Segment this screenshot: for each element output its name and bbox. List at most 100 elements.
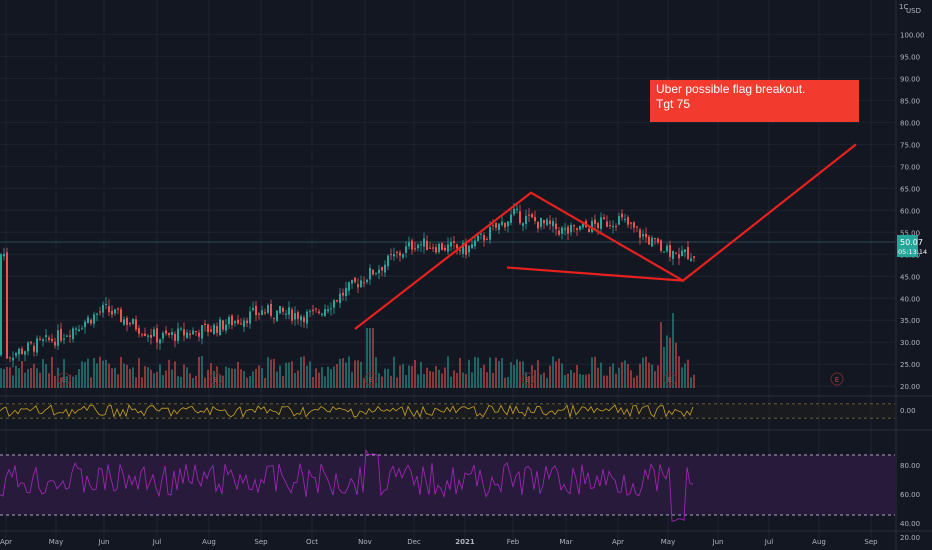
candle-body xyxy=(489,227,491,240)
candle-body xyxy=(678,254,680,259)
time-axis[interactable]: Apr May Jun Jul Aug Sep Oct Nov Dec 2021 Feb Mar Apr… xyxy=(0,538,878,546)
volume-bar xyxy=(231,368,233,388)
candle-body xyxy=(642,234,644,237)
volume-bar xyxy=(549,365,551,388)
candle-body xyxy=(675,252,677,254)
volume-bar xyxy=(219,374,221,388)
candle-body xyxy=(33,345,35,352)
volume-bar xyxy=(663,346,665,388)
candle-body xyxy=(567,226,569,234)
candle-body xyxy=(486,239,488,241)
volume-bar xyxy=(237,361,239,388)
volume-bar xyxy=(78,369,80,388)
price-tick-label: 35.00 xyxy=(900,317,920,325)
volume-bar xyxy=(105,359,107,388)
time-tick-label: Mar xyxy=(559,538,572,546)
time-tick-label: Apr xyxy=(0,538,12,546)
volume-bar xyxy=(207,369,209,388)
volume-bar xyxy=(273,358,275,388)
candle-body xyxy=(555,223,557,230)
candle-body xyxy=(216,326,218,333)
volume-bar xyxy=(372,328,374,388)
volume-bar xyxy=(294,372,296,388)
time-tick-label: Jul xyxy=(152,538,162,546)
volume-bar xyxy=(513,364,515,388)
volume-bar xyxy=(216,366,218,388)
price-tick-label: 70.00 xyxy=(900,163,920,171)
volume-bar xyxy=(675,342,677,388)
volume-bar xyxy=(405,375,407,388)
price-tick-label: 60.00 xyxy=(900,207,920,215)
volume-bar xyxy=(624,360,626,388)
candle-body xyxy=(132,318,134,324)
price-tick-label: 55.00 xyxy=(900,229,920,237)
candle-body xyxy=(432,247,434,249)
time-tick-label: Dec xyxy=(407,538,421,546)
candle-body xyxy=(9,357,11,359)
candle-body xyxy=(510,214,512,223)
candle-body xyxy=(6,252,8,359)
earnings-marker xyxy=(830,372,844,386)
candle-body xyxy=(435,247,437,253)
candle-body xyxy=(219,319,221,336)
candle-body xyxy=(195,330,197,332)
volume-bar xyxy=(690,377,692,388)
candle-body xyxy=(531,214,533,218)
candle-body xyxy=(252,307,254,310)
volume-bar xyxy=(534,369,536,388)
earnings-marker xyxy=(521,372,535,386)
volume-bar xyxy=(417,374,419,388)
candle-body xyxy=(237,319,239,324)
candle-body xyxy=(501,221,503,226)
volume-bar xyxy=(369,328,371,388)
volume-bar xyxy=(612,363,614,388)
volume-bar xyxy=(225,366,227,388)
volume-bar xyxy=(279,365,281,388)
volume-bar xyxy=(303,356,305,388)
volume-bar xyxy=(141,377,143,388)
candle-body xyxy=(222,320,224,330)
candle-body xyxy=(294,313,296,320)
volume-bar xyxy=(450,376,452,388)
candle-body xyxy=(267,305,269,313)
volume-bar xyxy=(354,360,356,388)
candle-body xyxy=(36,338,38,353)
volume-bar xyxy=(390,375,392,388)
candle-body xyxy=(117,308,119,310)
candle-body xyxy=(276,310,278,321)
volume-bar xyxy=(684,363,686,388)
candle-body xyxy=(243,320,245,327)
annotation-callout[interactable]: Uber possible flag breakout. Tgt 75 xyxy=(650,80,859,122)
price-tick-label: 90.00 xyxy=(900,75,920,83)
candle-body xyxy=(99,311,101,313)
volume-bar xyxy=(264,377,266,388)
volume-bar xyxy=(462,372,464,388)
candle-body xyxy=(687,247,689,260)
candle-body xyxy=(300,316,302,321)
candle-body xyxy=(456,244,458,249)
candle-body xyxy=(423,238,425,247)
volume-bar xyxy=(24,372,26,388)
volume-bar xyxy=(3,368,5,388)
candle-body xyxy=(189,333,191,336)
volume-bar xyxy=(132,367,134,388)
volume-bar xyxy=(432,371,434,388)
time-tick-label: Apr xyxy=(612,538,624,546)
time-tick-label: Sep xyxy=(254,538,268,546)
volume-bar xyxy=(54,376,56,388)
candle-body xyxy=(693,256,695,258)
candle-body xyxy=(534,216,536,222)
volume-bar xyxy=(585,374,587,388)
volume-bar xyxy=(96,363,98,388)
volume-bar xyxy=(672,313,674,388)
candle-body xyxy=(522,223,524,226)
time-tick-label: May xyxy=(49,538,63,546)
candle-body xyxy=(600,217,602,229)
candle-body xyxy=(210,329,212,332)
volume-bar xyxy=(510,362,512,388)
volume-bar xyxy=(552,356,554,388)
volume-bar xyxy=(618,367,620,388)
volume-bar xyxy=(42,359,44,388)
volume-bar xyxy=(27,369,29,388)
